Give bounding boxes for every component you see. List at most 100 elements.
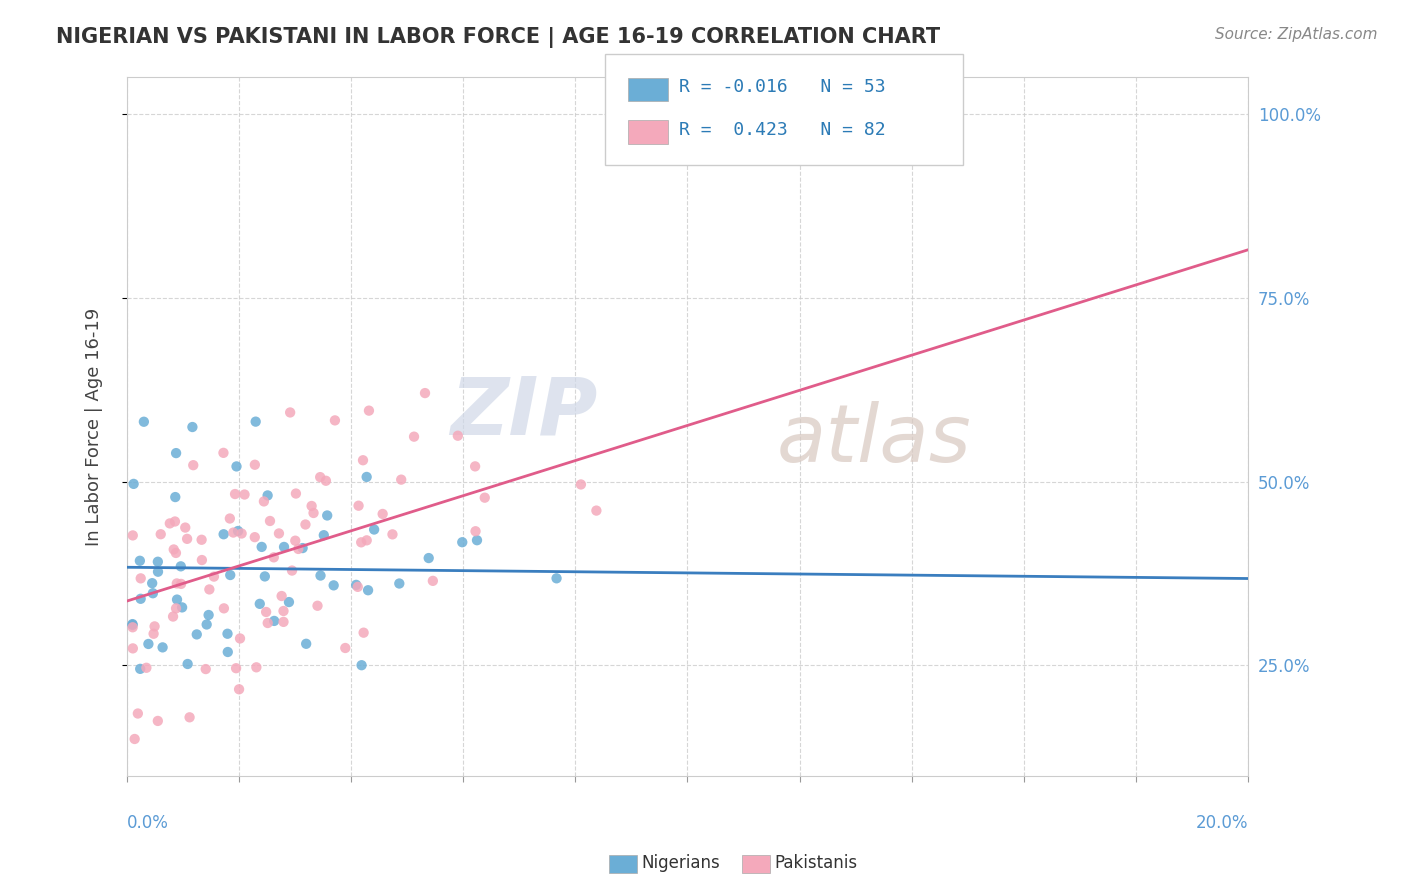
Point xyxy=(388,576,411,591)
Point xyxy=(121,641,143,656)
Point xyxy=(347,499,370,513)
Point xyxy=(163,515,186,529)
Point xyxy=(322,578,344,592)
Point xyxy=(194,662,217,676)
Point xyxy=(381,527,404,541)
Point xyxy=(294,517,316,532)
Point xyxy=(138,637,160,651)
Point xyxy=(243,458,266,472)
Point xyxy=(474,491,496,505)
Point xyxy=(170,577,193,591)
Point xyxy=(451,535,474,549)
Point xyxy=(166,592,188,607)
Point xyxy=(197,607,219,622)
Point xyxy=(174,520,197,534)
Point xyxy=(191,553,214,567)
Point xyxy=(253,569,276,583)
Text: R =  0.423   N = 82: R = 0.423 N = 82 xyxy=(679,121,886,139)
Point xyxy=(350,658,373,673)
Point xyxy=(250,540,273,554)
Point xyxy=(228,682,250,697)
Point xyxy=(356,533,378,548)
Point xyxy=(218,511,240,525)
Point xyxy=(231,526,253,541)
Point xyxy=(186,627,208,641)
Point xyxy=(569,477,592,491)
Point xyxy=(309,568,332,582)
Point xyxy=(464,459,486,474)
Point xyxy=(146,555,169,569)
Point xyxy=(165,601,187,615)
Text: Nigerians: Nigerians xyxy=(641,855,720,872)
Point xyxy=(202,569,225,583)
Point xyxy=(121,617,143,632)
Point xyxy=(233,487,256,501)
Point xyxy=(135,661,157,675)
Point xyxy=(464,524,486,539)
Point xyxy=(172,600,194,615)
Point xyxy=(222,525,245,540)
Point xyxy=(335,640,357,655)
Point xyxy=(256,488,278,502)
Point xyxy=(402,430,425,444)
Point xyxy=(245,660,267,674)
Point xyxy=(142,586,165,600)
Point xyxy=(225,459,247,474)
Point xyxy=(263,550,285,565)
Point xyxy=(181,458,204,473)
Point xyxy=(181,420,204,434)
Point xyxy=(413,386,436,401)
Point xyxy=(323,413,346,427)
Point xyxy=(176,532,198,546)
Point xyxy=(312,528,335,542)
Point xyxy=(195,617,218,632)
Point xyxy=(389,473,412,487)
Point xyxy=(245,415,267,429)
Point xyxy=(284,533,307,548)
Point xyxy=(357,403,380,417)
Point xyxy=(162,609,184,624)
Point xyxy=(146,714,169,728)
Point xyxy=(224,487,246,501)
Point xyxy=(256,615,278,630)
Point xyxy=(273,615,295,629)
Point xyxy=(121,528,143,542)
Text: NIGERIAN VS PAKISTANI IN LABOR FORCE | AGE 16-19 CORRELATION CHART: NIGERIAN VS PAKISTANI IN LABOR FORCE | A… xyxy=(56,27,941,48)
Point xyxy=(165,546,187,560)
Point xyxy=(166,576,188,591)
Point xyxy=(301,499,323,513)
Point xyxy=(295,637,318,651)
Point xyxy=(229,632,252,646)
Text: 20.0%: 20.0% xyxy=(1195,814,1249,832)
Point xyxy=(315,474,337,488)
Text: R = -0.016   N = 53: R = -0.016 N = 53 xyxy=(679,78,886,96)
Point xyxy=(129,662,152,676)
Point xyxy=(352,453,374,467)
Point xyxy=(121,620,143,634)
Point xyxy=(307,599,329,613)
Point xyxy=(176,657,198,671)
Point xyxy=(124,731,146,746)
Point xyxy=(263,614,285,628)
Point xyxy=(198,582,221,597)
Point xyxy=(152,640,174,655)
Text: atlas: atlas xyxy=(778,401,972,479)
Point xyxy=(212,601,235,615)
Point xyxy=(249,597,271,611)
Point xyxy=(141,576,163,591)
Point xyxy=(418,551,440,566)
Y-axis label: In Labor Force | Age 16-19: In Labor Force | Age 16-19 xyxy=(86,308,103,546)
Point xyxy=(217,626,239,640)
Text: Pakistanis: Pakistanis xyxy=(775,855,858,872)
Point xyxy=(190,533,212,547)
Point xyxy=(122,476,145,491)
Point xyxy=(346,580,368,594)
Point xyxy=(129,571,152,585)
Point xyxy=(165,446,187,460)
Point xyxy=(273,604,295,618)
Point xyxy=(371,507,394,521)
Point xyxy=(273,540,295,554)
Point xyxy=(363,523,385,537)
Point xyxy=(127,706,149,721)
Point xyxy=(253,494,276,508)
